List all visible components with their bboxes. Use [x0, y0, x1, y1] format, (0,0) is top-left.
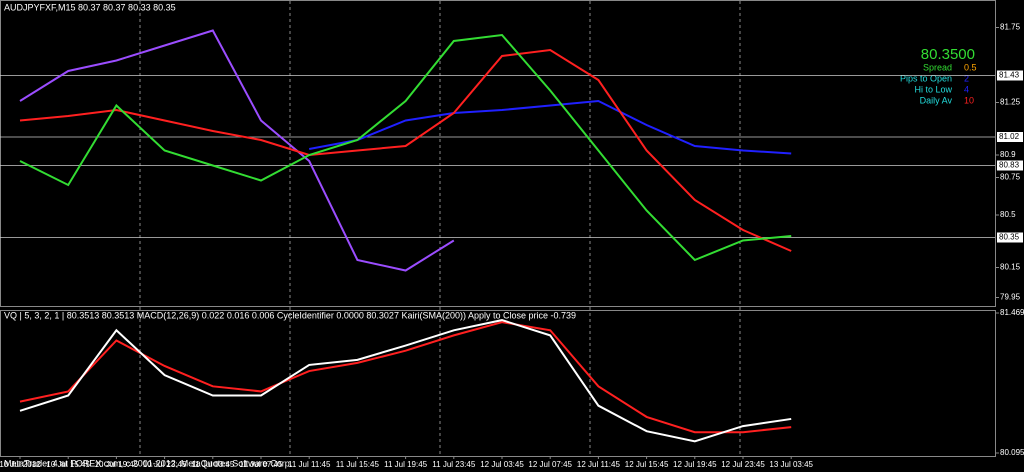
- x-tick-label: 12 Jul 23:45: [721, 460, 765, 469]
- info-label: Pips to Open: [900, 73, 952, 83]
- main-frame: [0, 0, 996, 307]
- y-tick-label: 81.25: [1000, 98, 1021, 107]
- sub-frame: [0, 310, 996, 457]
- x-tick-label: 10 Jul 23:45: [143, 460, 187, 469]
- level-box: [997, 160, 1023, 171]
- info-value: 10: [964, 95, 974, 105]
- x-tick-label: 11 Jul 11:45: [288, 460, 331, 469]
- info-value: 0.5: [964, 62, 977, 72]
- series-line: [19, 29, 455, 272]
- y-tick-label: 81.4696: [1000, 308, 1024, 317]
- y-tick-label: 79.95: [1000, 293, 1021, 302]
- x-tick-label: 12 Jul 19:45: [673, 460, 717, 469]
- x-tick-label: 13 Jul 03:45: [769, 460, 813, 469]
- level-box: [997, 232, 1023, 243]
- level-label: 80.83: [999, 161, 1020, 170]
- level-label: 81.43: [999, 71, 1020, 80]
- level-label: 80.35: [999, 233, 1020, 242]
- y-tick-label: 80.15: [1000, 263, 1021, 272]
- y-tick-label: 80.0958: [1000, 448, 1024, 457]
- footer: MetaTrader 4 at FOREX.com, c 2001-2012, …: [4, 458, 292, 468]
- info-label: Hi to Low: [914, 84, 952, 94]
- x-tick-label: 12 Jul 03:45: [480, 460, 524, 469]
- level-label: 81.02: [999, 132, 1020, 141]
- info-value: 4: [964, 84, 969, 94]
- series-line: [19, 33, 792, 262]
- series-line: [19, 319, 792, 443]
- info-label: Daily Av: [920, 95, 953, 105]
- level-box: [997, 70, 1023, 81]
- x-tick-label: 12 Jul 15:45: [625, 460, 669, 469]
- y-tick-label: 80.75: [1000, 173, 1021, 182]
- x-tick-label: 11 Jul 03:45: [191, 460, 235, 469]
- info-price: 80.3500: [921, 46, 975, 63]
- window-title: AUDJPYFXF,M15 80.37 80.37 80.33 80.35: [4, 2, 176, 12]
- x-tick-label: 11 Jul 23:45: [432, 460, 476, 469]
- y-tick-label: 81.75: [1000, 23, 1021, 32]
- sub-header: VQ | 5, 3, 2, 1 | 80.3513 80.3513 MACD(1…: [4, 310, 576, 320]
- level-box: [997, 132, 1023, 142]
- x-tick-label: 11 Jul 15:45: [336, 460, 380, 469]
- info-value: 2: [964, 73, 969, 83]
- x-tick-label: 10 Jul 2012: [0, 460, 41, 469]
- series-line: [19, 48, 792, 252]
- series-line: [19, 321, 792, 434]
- x-tick-label: 10 Jul 19:45: [95, 460, 139, 469]
- x-tick-label: 12 Jul 11:45: [577, 460, 621, 469]
- series-line: [309, 99, 792, 155]
- x-tick-label: 12 Jul 07:45: [528, 460, 572, 469]
- info-label: Spread: [923, 62, 952, 72]
- y-tick-label: 80.9: [1000, 150, 1016, 159]
- x-tick-label: 11 Jul 19:45: [384, 460, 428, 469]
- x-tick-label: 11 Jul 07:45: [240, 460, 284, 469]
- x-tick-label: 10 Jul 15:45: [46, 460, 90, 469]
- y-tick-label: 80.5: [1000, 210, 1016, 219]
